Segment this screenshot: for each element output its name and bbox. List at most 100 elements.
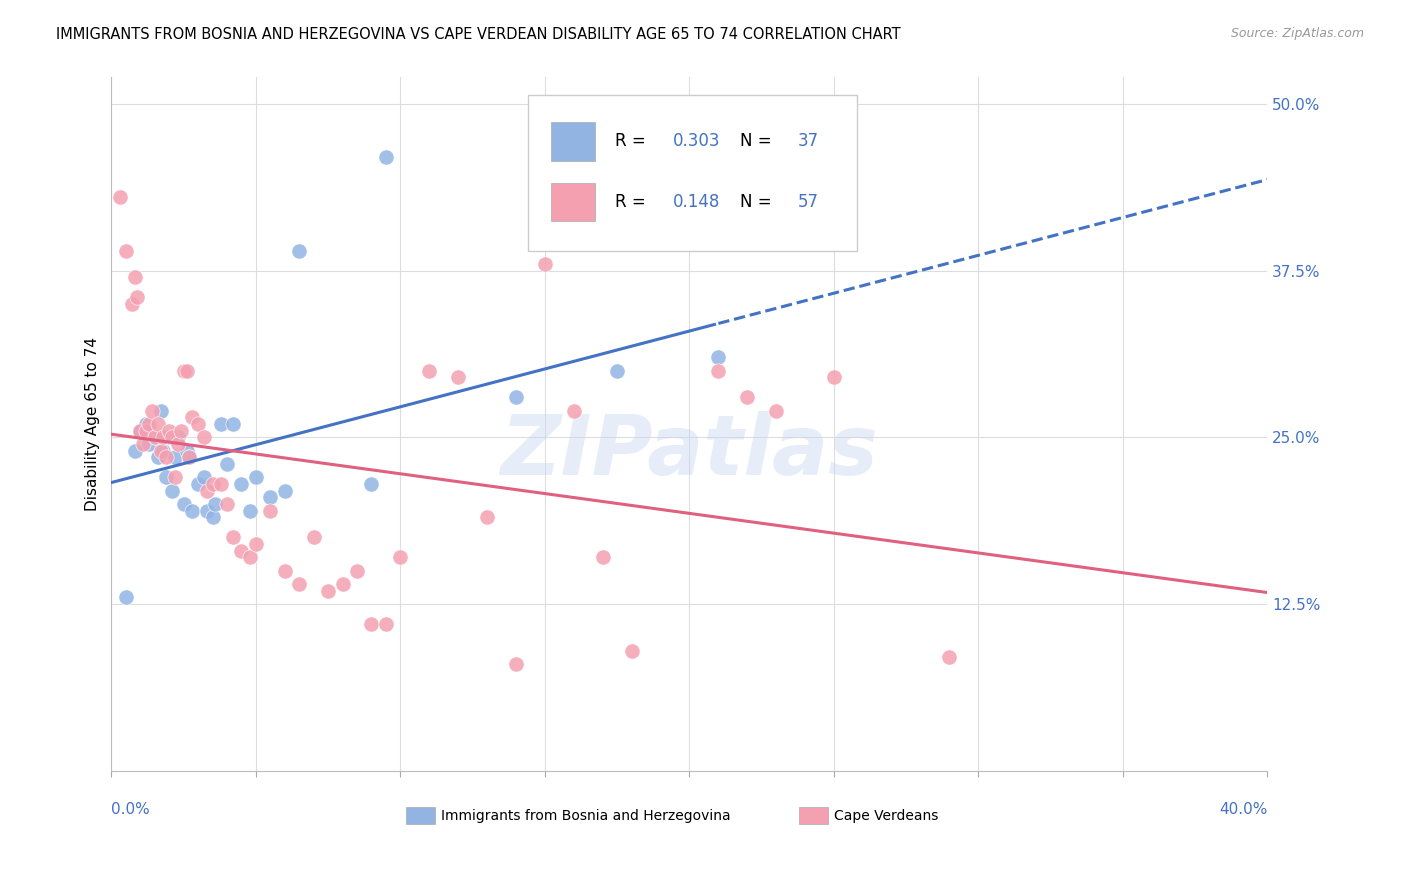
Point [160, 483, 183, 498]
Text: 57: 57 [799, 194, 820, 211]
Point [259, 491, 281, 505]
Point [534, 257, 557, 271]
FancyBboxPatch shape [406, 806, 434, 824]
Point [193, 430, 215, 444]
Point [163, 450, 186, 465]
Point [505, 657, 527, 671]
Point [173, 364, 195, 378]
Point [121, 297, 143, 311]
Point [562, 403, 585, 417]
FancyBboxPatch shape [551, 122, 595, 161]
Point [475, 510, 498, 524]
Text: 0.148: 0.148 [673, 194, 720, 211]
Point [149, 403, 172, 417]
FancyBboxPatch shape [799, 806, 828, 824]
Point [620, 643, 643, 657]
Point [152, 443, 174, 458]
Point [195, 503, 218, 517]
Point [505, 390, 527, 404]
Point [115, 244, 138, 258]
Point [179, 450, 201, 465]
Text: Cape Verdeans: Cape Verdeans [834, 809, 938, 822]
Point [374, 617, 396, 632]
Point [124, 270, 146, 285]
Y-axis label: Disability Age 65 to 74: Disability Age 65 to 74 [86, 337, 100, 511]
Point [152, 430, 174, 444]
Point [231, 543, 253, 558]
Point [215, 457, 238, 471]
Point [239, 503, 262, 517]
Point [606, 364, 628, 378]
Point [245, 470, 267, 484]
Point [346, 564, 368, 578]
Point [155, 450, 177, 465]
Text: Immigrants from Bosnia and Herzegovina: Immigrants from Bosnia and Herzegovina [441, 809, 731, 822]
Point [160, 430, 183, 444]
Point [108, 190, 131, 204]
Point [231, 477, 253, 491]
Point [592, 550, 614, 565]
Point [765, 403, 787, 417]
Point [141, 403, 163, 417]
Point [209, 417, 232, 431]
Point [288, 244, 311, 258]
Point [124, 443, 146, 458]
Point [209, 477, 232, 491]
Point [195, 483, 218, 498]
Point [222, 530, 245, 544]
Point [157, 430, 180, 444]
Point [245, 537, 267, 551]
Point [163, 470, 186, 484]
Text: 0.303: 0.303 [673, 132, 721, 150]
Text: N =: N = [740, 194, 778, 211]
Text: 37: 37 [799, 132, 820, 150]
Point [389, 550, 412, 565]
Point [707, 364, 730, 378]
Point [374, 150, 396, 164]
Point [360, 617, 382, 632]
Point [155, 470, 177, 484]
Point [274, 483, 297, 498]
Point [735, 390, 758, 404]
Point [179, 450, 201, 465]
Point [143, 430, 166, 444]
Point [138, 417, 160, 431]
Point [170, 424, 193, 438]
Point [138, 437, 160, 451]
Point [167, 430, 190, 444]
Point [115, 591, 138, 605]
Point [215, 497, 238, 511]
FancyBboxPatch shape [551, 183, 595, 221]
Text: R =: R = [616, 132, 651, 150]
Point [222, 417, 245, 431]
Point [135, 424, 157, 438]
Point [167, 437, 190, 451]
Point [332, 577, 354, 591]
Point [201, 510, 224, 524]
Point [176, 443, 198, 458]
Point [201, 477, 224, 491]
Text: 40.0%: 40.0% [1219, 802, 1267, 817]
Point [193, 470, 215, 484]
Text: Source: ZipAtlas.com: Source: ZipAtlas.com [1230, 27, 1364, 40]
Text: R =: R = [616, 194, 651, 211]
Point [288, 577, 311, 591]
Point [187, 417, 209, 431]
Point [360, 477, 382, 491]
FancyBboxPatch shape [527, 95, 858, 251]
Point [146, 450, 169, 465]
Point [176, 364, 198, 378]
Point [181, 410, 204, 425]
Point [302, 530, 325, 544]
Point [316, 583, 339, 598]
Point [149, 443, 172, 458]
Point [173, 497, 195, 511]
Point [132, 437, 155, 451]
Point [146, 417, 169, 431]
Point [938, 650, 960, 665]
Point [127, 290, 149, 304]
Point [129, 424, 152, 438]
Point [239, 550, 262, 565]
Point [707, 351, 730, 365]
Point [181, 503, 204, 517]
